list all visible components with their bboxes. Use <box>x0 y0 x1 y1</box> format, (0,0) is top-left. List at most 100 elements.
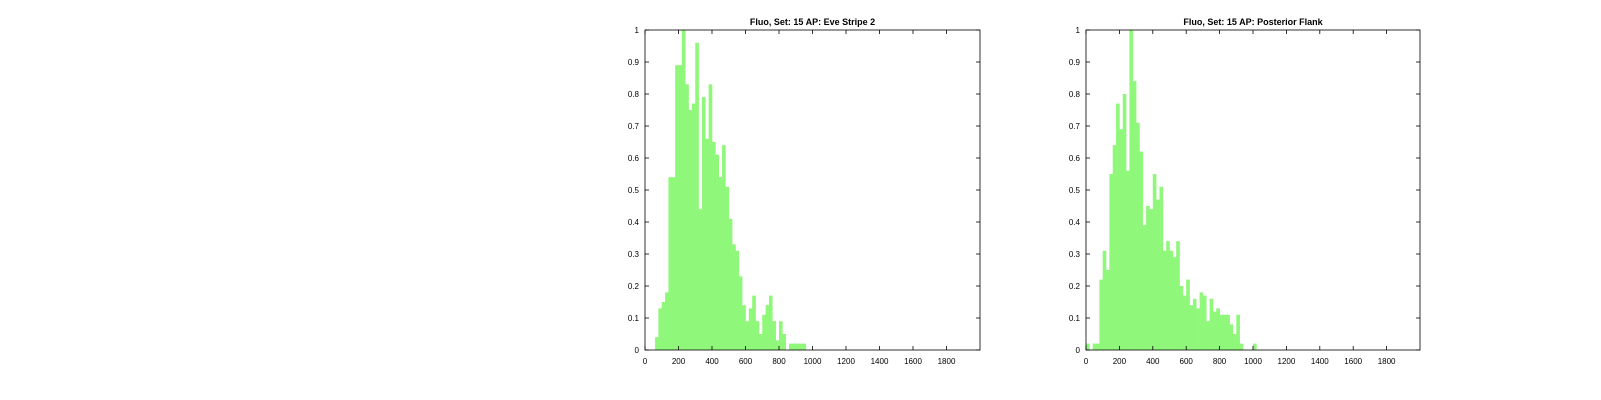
histogram-bar <box>799 343 803 350</box>
histogram-bar <box>661 302 666 350</box>
histogram-bar <box>715 154 719 350</box>
histogram-bar <box>1112 145 1117 350</box>
histogram-bar <box>722 145 726 350</box>
histogram-bar <box>1232 334 1237 350</box>
histogram-bar <box>681 30 686 350</box>
x-tick-label: 200 <box>672 357 686 366</box>
x-tick-label: 1400 <box>871 357 889 366</box>
histogram-bar <box>1176 241 1180 350</box>
histogram-bar <box>742 305 746 350</box>
y-tick-labels: 0 0.1 0.2 0.3 0.4 0.5 0.6 0.7 0.8 0.9 1 <box>1069 26 1081 355</box>
histogram-bar <box>802 343 807 350</box>
x-tick-label: 800 <box>1213 357 1227 366</box>
histogram-bar <box>1142 225 1147 350</box>
y-tick-label: 0.1 <box>628 314 640 323</box>
y-tick-label: 0.6 <box>1069 154 1081 163</box>
histogram-bar <box>789 343 793 350</box>
x-tick-label: 1600 <box>1344 357 1362 366</box>
histogram-bar <box>675 65 679 350</box>
y-tick-label: 0 <box>1076 346 1081 355</box>
y-tick-label: 0.3 <box>628 250 640 259</box>
histogram-bar <box>1096 343 1100 350</box>
x-tick-label: 600 <box>1180 357 1194 366</box>
x-tick-labels: 0 200 400 600 800 1000 1200 1400 1600 1800 <box>643 357 956 366</box>
y-tick-label: 0.7 <box>628 122 640 131</box>
histogram-bar <box>795 343 800 350</box>
y-tick-label: 0.8 <box>628 90 640 99</box>
tick-marks <box>644 29 980 351</box>
histogram-bar <box>725 186 730 350</box>
histogram-bar <box>691 103 696 350</box>
histogram-bar <box>1219 314 1224 350</box>
histogram-bar <box>655 337 659 350</box>
histogram-bar <box>1236 314 1240 350</box>
histogram-bar <box>1202 295 1207 350</box>
histogram-bar <box>1179 286 1184 350</box>
histogram-bar <box>695 42 699 351</box>
histogram-bar <box>1196 308 1200 350</box>
x-tick-label: 200 <box>1113 357 1127 366</box>
histogram-bar <box>1186 279 1190 350</box>
histogram-bar <box>671 177 676 350</box>
histogram-bar <box>1152 174 1157 350</box>
histogram-eve-stripe-2: 0 200 400 600 800 1000 1200 1400 1600 1800 0 0.1 0.… <box>628 17 981 366</box>
chart-title: Fluo, Set: 15 AP: Eve Stripe 2 <box>750 17 875 27</box>
histogram-bar <box>738 276 743 350</box>
histogram-bar <box>1106 270 1110 350</box>
x-tick-label: 1600 <box>904 357 922 366</box>
histogram-bar <box>718 177 723 350</box>
histogram-bar <box>1122 94 1127 350</box>
histogram-bar <box>708 84 713 351</box>
y-tick-label: 0.1 <box>1069 314 1081 323</box>
histogram-bar <box>1253 343 1257 350</box>
histogram-bar <box>768 295 773 350</box>
y-tick-label: 0.5 <box>628 186 640 195</box>
histogram-bar <box>748 308 753 350</box>
y-tick-label: 0.4 <box>1069 218 1081 227</box>
histogram-bar <box>1129 30 1134 350</box>
y-tick-label: 0.2 <box>628 282 640 291</box>
x-tick-label: 800 <box>772 357 786 366</box>
y-tick-label: 0.5 <box>1069 186 1081 195</box>
x-tick-label: 0 <box>643 357 648 366</box>
histogram-bar <box>1132 81 1137 350</box>
histogram-bar <box>1189 305 1194 350</box>
histogram-posterior-flank: 0 200 400 600 800 1000 1200 1400 1600 1800 0 0.1 0.… <box>1069 17 1421 366</box>
x-tick-label: 1800 <box>938 357 956 366</box>
chart-title: Fluo, Set: 15 AP: Posterior Flank <box>1183 17 1323 27</box>
histogram-bar <box>758 334 763 350</box>
x-tick-label: 400 <box>1146 357 1160 366</box>
histogram-bar <box>752 295 756 350</box>
histogram-bar <box>1169 250 1174 350</box>
histogram-bar <box>1119 129 1124 350</box>
histogram-bar <box>1212 311 1217 350</box>
histogram-bar <box>1216 308 1220 350</box>
histogram-bar <box>1226 314 1230 350</box>
histogram-bar <box>782 334 786 350</box>
histogram-bar <box>745 321 750 350</box>
y-tick-labels: 0 0.1 0.2 0.3 0.4 0.5 0.6 0.7 0.8 0.9 1 <box>628 26 640 355</box>
x-tick-label: 1400 <box>1311 357 1329 366</box>
x-tick-labels: 0 200 400 600 800 1000 1200 1400 1600 1800 <box>1084 357 1396 366</box>
histogram-bar <box>735 250 740 350</box>
tick-marks <box>1085 29 1420 351</box>
x-tick-label: 1200 <box>837 357 855 366</box>
y-tick-label: 0.7 <box>1069 122 1081 131</box>
y-tick-label: 1 <box>1076 26 1081 35</box>
histogram-bar <box>1192 298 1197 350</box>
histogram-bar <box>762 314 766 350</box>
bars <box>655 30 807 351</box>
histogram-bar <box>1149 209 1154 350</box>
y-tick-label: 1 <box>635 26 640 35</box>
histogram-bar <box>1116 103 1120 350</box>
histogram-bar <box>765 305 770 350</box>
x-tick-label: 1800 <box>1378 357 1396 366</box>
histogram-bar <box>678 65 683 350</box>
x-tick-label: 1000 <box>1244 357 1262 366</box>
histogram-bar <box>775 340 780 350</box>
histogram-bar <box>1156 199 1160 350</box>
histogram-bar <box>698 209 703 350</box>
x-tick-label: 600 <box>739 357 753 366</box>
y-tick-label: 0 <box>635 346 640 355</box>
